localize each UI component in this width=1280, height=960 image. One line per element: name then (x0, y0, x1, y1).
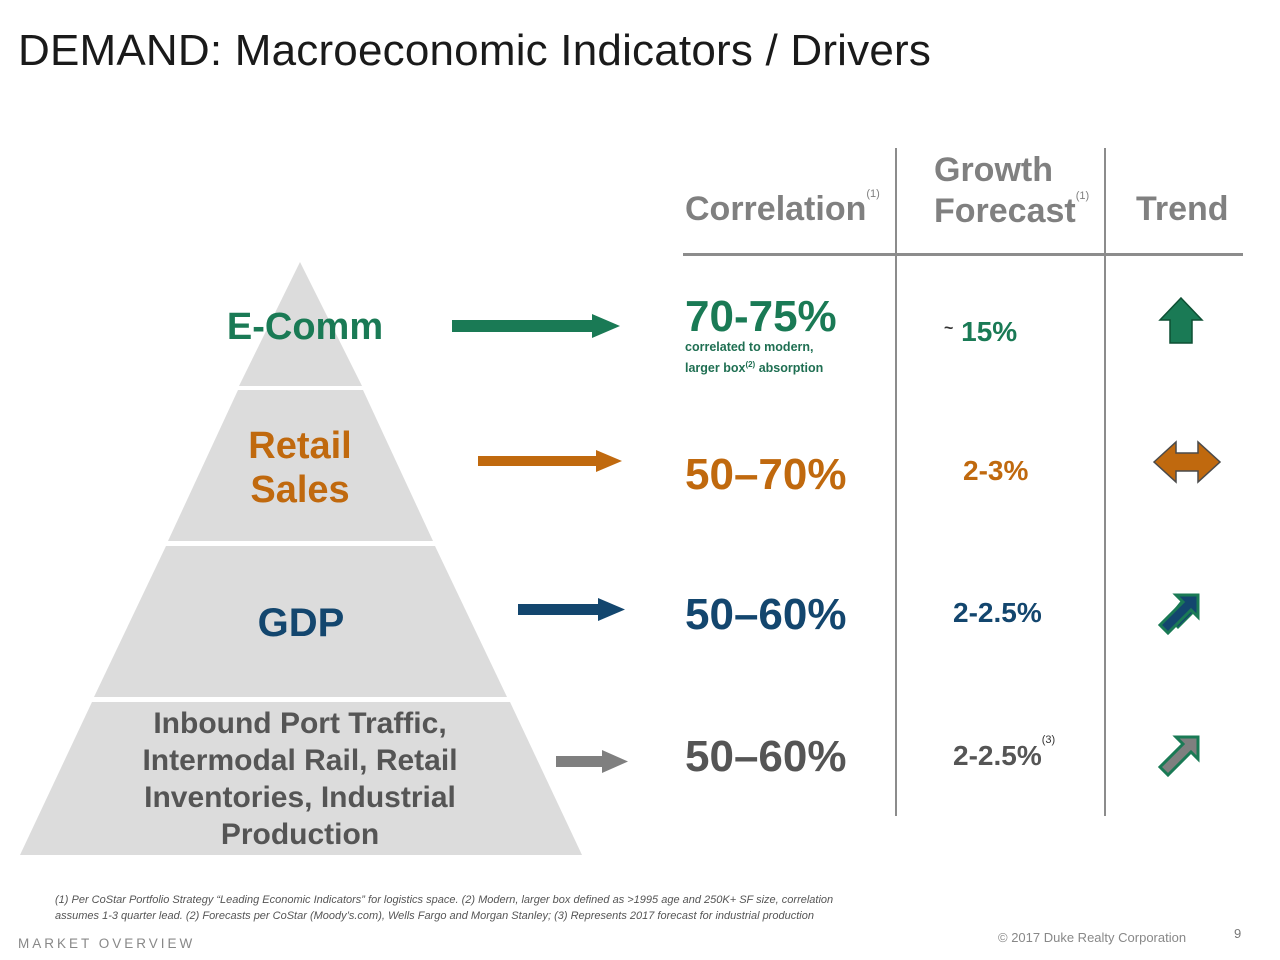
pyramid-tier-gdp-shape (94, 546, 507, 697)
header-correlation-text: Correlation (685, 190, 867, 228)
footnote: (1) Per CoStar Portfolio Strategy “Leadi… (55, 892, 833, 924)
tier-label-inbound-line1: Inbound Port Traffic, (153, 707, 447, 740)
left-right-arrow-icon (1152, 440, 1222, 484)
section-label: MARKET OVERVIEW (18, 936, 196, 951)
copyright: © 2017 Duke Realty Corporation (998, 930, 1187, 945)
correlation-note-ref: (2) (745, 360, 756, 369)
forecast-value-ecomm: ~ 15% (944, 316, 1017, 348)
tier-label-inbound: Inbound Port Traffic, Intermodal Rail, R… (100, 705, 500, 853)
page-number: 9 (1234, 926, 1242, 941)
up-arrow-icon (1158, 296, 1204, 344)
header-trend: Trend (1136, 190, 1229, 228)
tier-label-ecomm-text: E-Comm (226, 306, 384, 348)
header-divider (683, 253, 1243, 256)
header-correlation-ref: (1) (866, 188, 880, 200)
tier-label-retail-line2: Sales (250, 469, 350, 511)
up-right-arrow-icon (1157, 735, 1200, 778)
tier-label-inbound-line4: Production (220, 818, 380, 851)
tier-label-inbound-line2: Intermodal Rail, Retail (142, 744, 458, 777)
tier-label-inbound-line3: Inventories, Industrial (144, 781, 456, 814)
page-title: DEMAND: Macroeconomic Indicators / Drive… (18, 26, 932, 75)
right-arrow-icon (478, 450, 622, 472)
forecast-value-gdp: 2-2.5% (953, 597, 1042, 628)
right-arrow-icon (518, 598, 625, 621)
column-divider (1104, 256, 1106, 816)
header-growth-ref: (1) (1075, 190, 1090, 202)
up-right-arrow-icon (1157, 593, 1200, 636)
pyramid-tier-ecomm-shape (239, 262, 362, 386)
column-divider (895, 256, 897, 816)
tier-label-retail-sales: Retail Sales (185, 424, 415, 512)
header-growth-forecast: Growth Forecast(1) (934, 151, 1089, 231)
header-growth-line1: Growth (934, 151, 1053, 189)
tier-label-gdp: GDP (186, 601, 416, 646)
correlation-value-inbound: 50–60% (685, 732, 847, 781)
forecast-ref-inbound: (3) (1041, 734, 1056, 746)
footnote-line2: assumes 1-3 quarter lead. (2) Forecasts … (55, 910, 814, 922)
forecast-prefix-ecomm: ~ (944, 320, 954, 337)
correlation-note-line2a: larger box (685, 361, 746, 376)
correlation-value-gdp: 50–60% (685, 590, 847, 639)
header-growth-line2: Forecast (934, 192, 1076, 230)
correlation-note-line2b: absorption (755, 361, 824, 376)
correlation-note-line1: correlated to modern, (685, 340, 814, 354)
forecast-value-retail: 2-3% (963, 455, 1029, 486)
forecast-text-ecomm: 15% (961, 316, 1018, 347)
right-arrow-icon (556, 750, 628, 773)
forecast-value-inbound: 2-2.5%(3) (953, 734, 1055, 772)
header-correlation: Correlation(1) (685, 188, 880, 229)
forecast-text-inbound: 2-2.5% (953, 740, 1042, 771)
column-divider (895, 148, 897, 253)
right-arrow-icon (452, 314, 620, 338)
column-divider (1104, 148, 1106, 253)
tier-label-retail-line1: Retail (248, 425, 352, 467)
correlation-value-retail: 50–70% (685, 450, 847, 499)
footnote-line1: (1) Per CoStar Portfolio Strategy “Leadi… (55, 894, 834, 906)
correlation-note-ecomm: correlated to modern, larger box(2) abso… (685, 338, 823, 377)
pyramid-tier-base-shape (20, 702, 582, 855)
correlation-value-ecomm: 70-75% (685, 292, 837, 341)
pyramid-tier-retail-shape (168, 390, 433, 541)
tier-label-gdp-text: GDP (257, 601, 345, 645)
tier-label-ecomm: E-Comm (190, 306, 420, 349)
